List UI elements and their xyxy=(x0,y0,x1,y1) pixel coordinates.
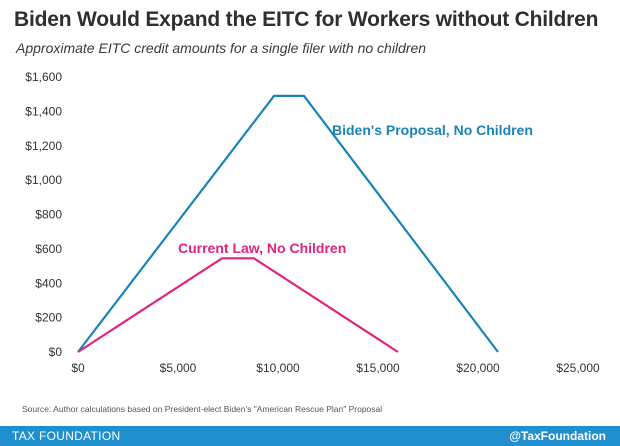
footer-twitter-handle: @TaxFoundation xyxy=(509,429,606,443)
y-tick-label: $1,400 xyxy=(25,104,62,118)
chart-subtitle: Approximate EITC credit amounts for a si… xyxy=(16,40,427,56)
y-tick-label: $600 xyxy=(35,242,62,256)
y-tick-label: $400 xyxy=(35,276,62,290)
x-tick-label: $25,000 xyxy=(556,361,600,375)
x-tick-label: $0 xyxy=(71,361,85,375)
x-tick-label: $20,000 xyxy=(456,361,500,375)
footer-brand: TAX FOUNDATION xyxy=(12,429,121,443)
x-tick-label: $5,000 xyxy=(160,361,197,375)
chart-title: Biden Would Expand the EITC for Workers … xyxy=(14,8,599,31)
x-tick-label: $15,000 xyxy=(356,361,400,375)
x-tick-label: $10,000 xyxy=(256,361,300,375)
y-tick-label: $1,200 xyxy=(25,139,62,153)
source-note: Source: Author calculations based on Pre… xyxy=(22,404,383,414)
y-tick-label: $0 xyxy=(49,345,63,359)
y-tick-label: $1,000 xyxy=(25,173,62,187)
y-tick-label: $200 xyxy=(35,311,62,325)
line-chart: $0 $200 $400 $600 $800 $1,000 $1,200 $1,400 $1,6… xyxy=(25,70,600,375)
y-tick-label: $800 xyxy=(35,208,62,222)
footer-bar: TAX FOUNDATION @TaxFoundation xyxy=(0,426,620,446)
series-line-1 xyxy=(77,257,399,353)
x-axis-ticks: $0 $5,000 $10,000 $15,000 $20,000 $25,000 xyxy=(71,361,600,375)
y-tick-label: $1,600 xyxy=(25,70,62,84)
y-axis-ticks: $0 $200 $400 $600 $800 $1,000 $1,200 $1,400 $1,6… xyxy=(25,70,62,359)
series-lines xyxy=(77,94,499,353)
series-label-bidens-proposal: Biden's Proposal, No Children xyxy=(332,122,533,138)
series-label-current-law: Current Law, No Children xyxy=(178,240,346,256)
series-line-0 xyxy=(77,94,499,353)
